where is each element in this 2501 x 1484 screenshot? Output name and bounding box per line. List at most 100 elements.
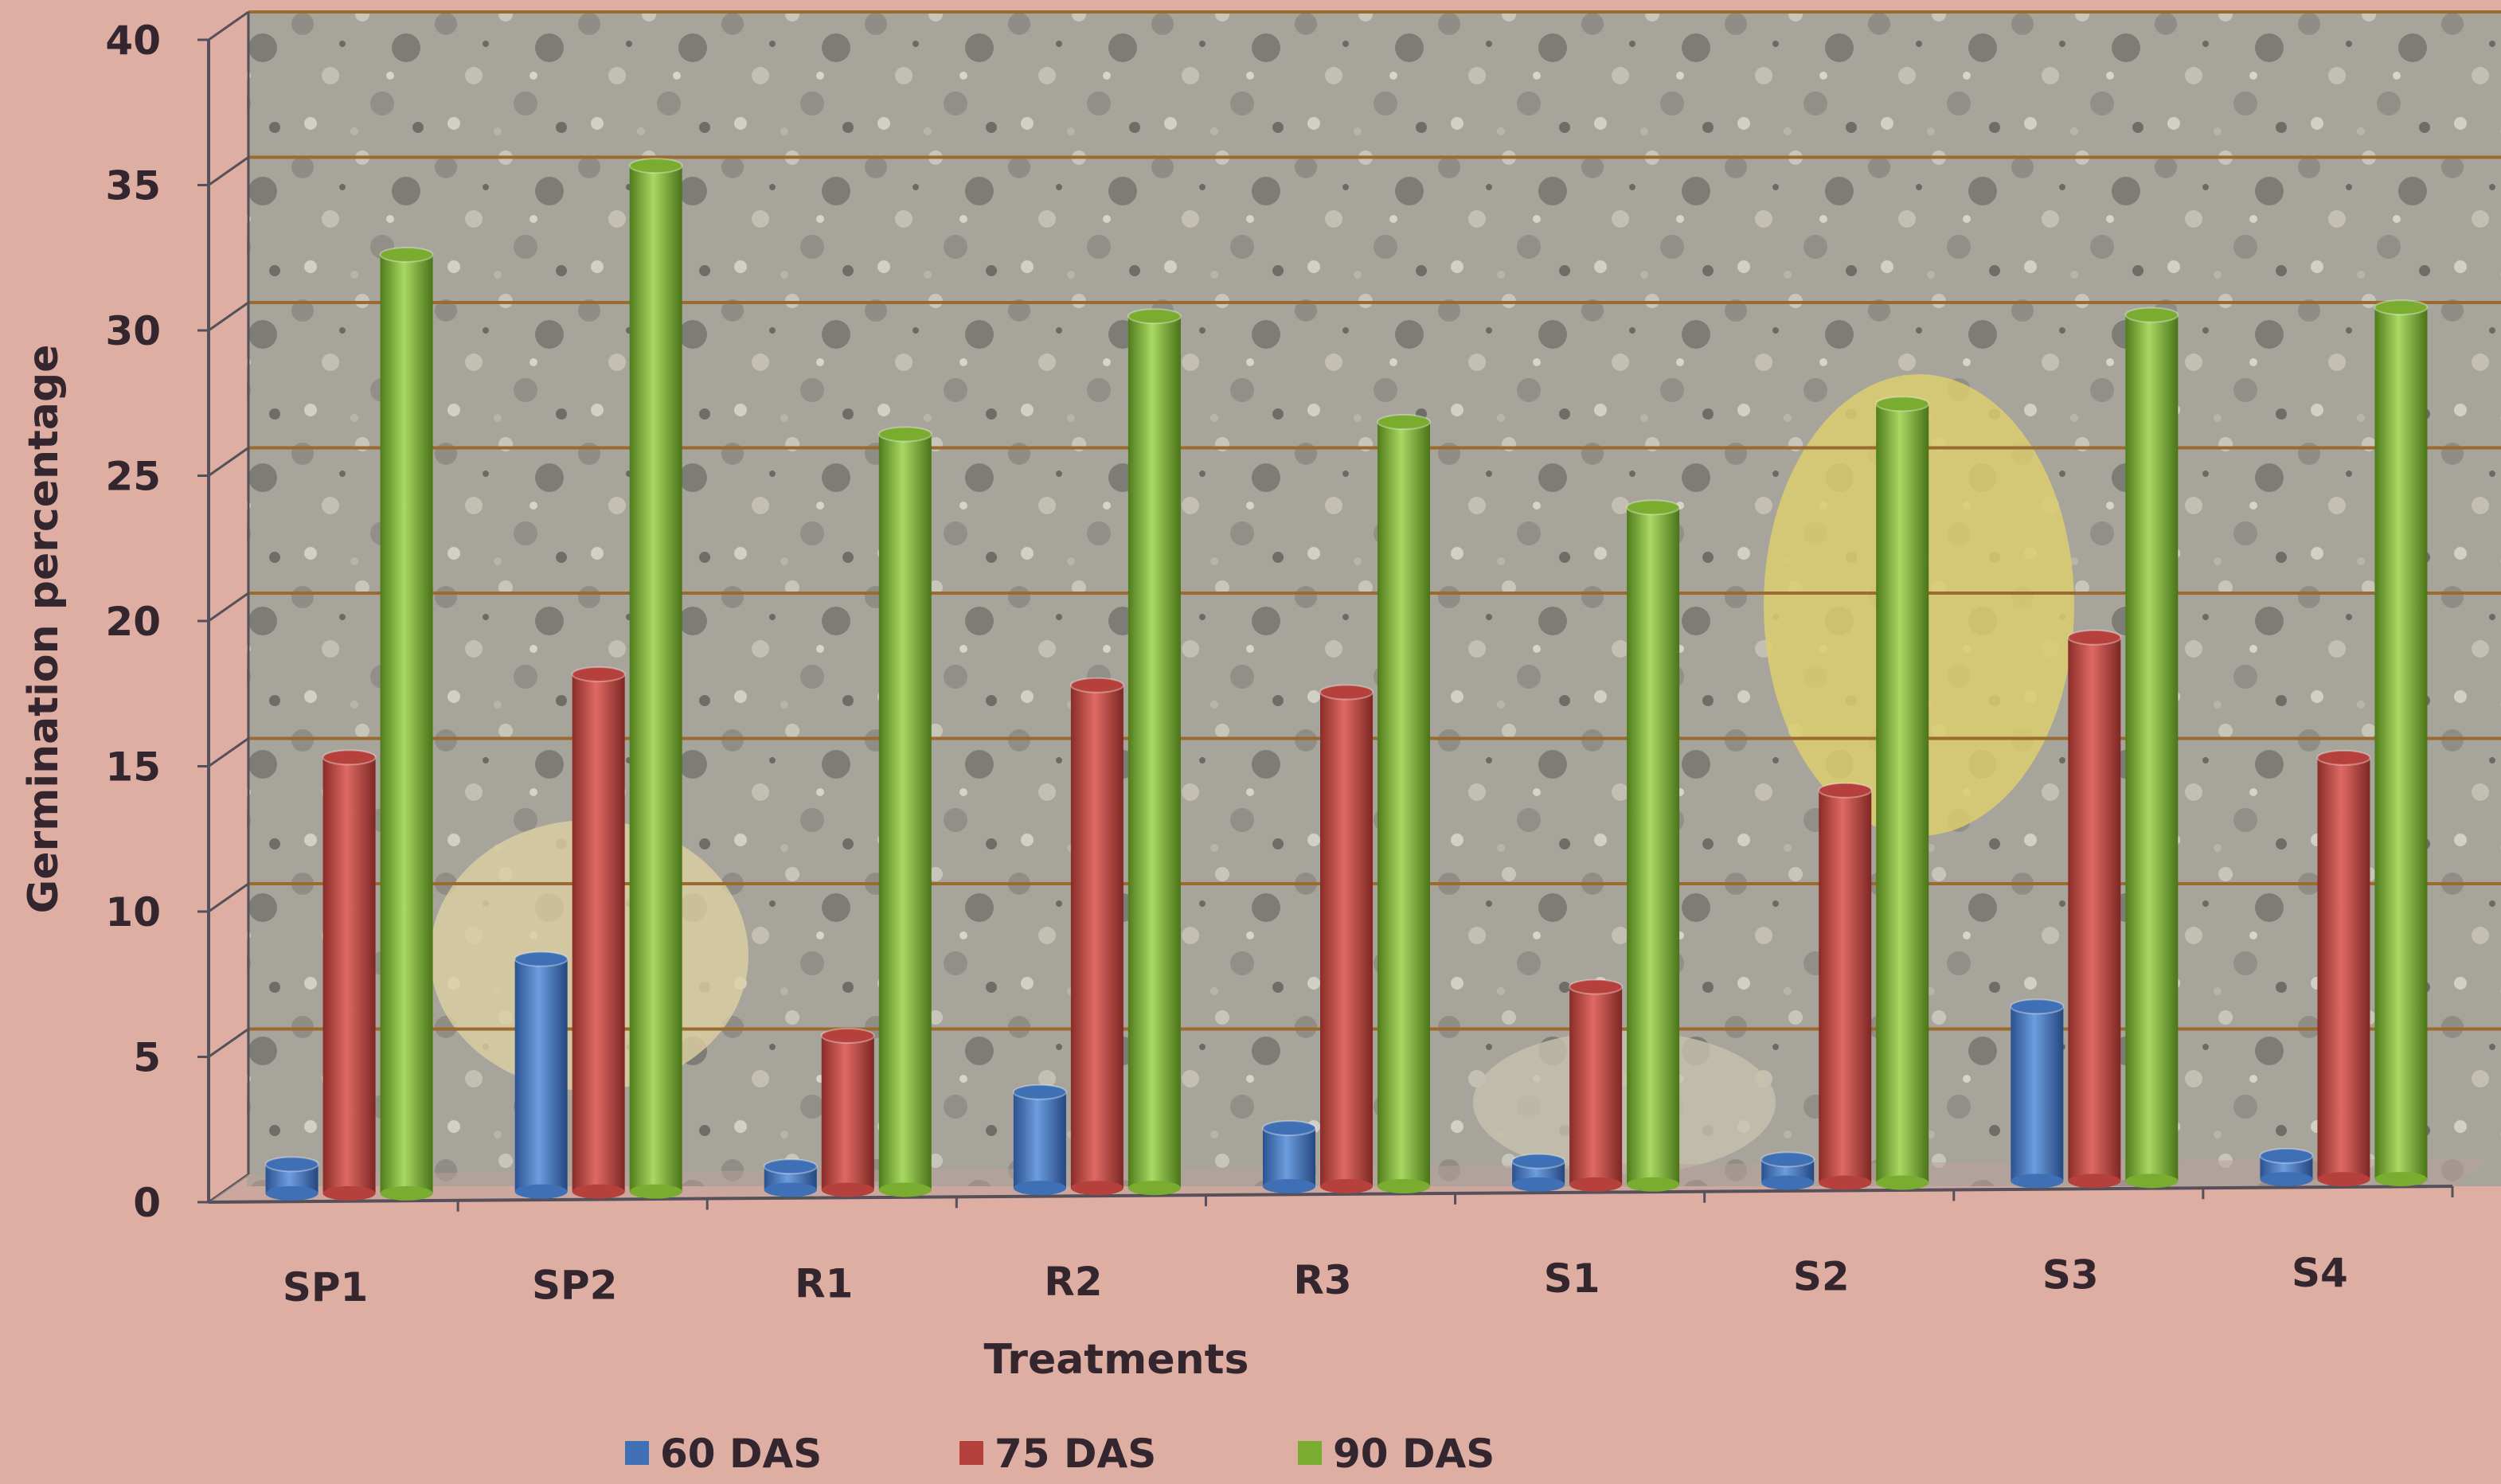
y-tick-label: 10 [105,889,161,935]
bar [1319,684,1374,1193]
bar-body [1378,422,1430,1186]
bar-base [572,1184,625,1199]
x-axis-line [208,1185,2453,1204]
bar-top [2067,629,2122,646]
bar-body [1263,1128,1315,1186]
y-tick-label: 30 [105,308,161,354]
bar-top [763,1158,818,1175]
bar-top [1818,782,1873,799]
bar-top [379,246,434,263]
legend-swatch [625,1441,649,1465]
x-tick-label: S4 [2292,1250,2348,1296]
bar [1127,308,1182,1196]
bar-body [1819,790,1872,1183]
bar-body [2068,637,2121,1181]
bar-base [821,1182,874,1197]
y-axis-title: Germination percentage [20,345,68,914]
bar-body [878,434,932,1190]
bar-body [322,757,376,1193]
bar-base [2374,1172,2428,1187]
bar-base [1627,1177,1680,1192]
bar-base [1013,1181,1066,1196]
bar-base [1761,1175,1815,1190]
bar-top [628,158,683,174]
x-tick-label: SP1 [283,1264,368,1310]
gridline-depth [208,737,249,767]
bar [2067,629,2122,1189]
y-tick-label: 40 [105,18,161,64]
bar-body [1070,685,1123,1189]
bar-top [1262,1120,1316,1136]
y-tick-label: 5 [133,1035,161,1081]
legend-item: 60 DAS [625,1431,822,1477]
bar-base [322,1185,376,1201]
bar-top [1069,677,1124,693]
bar-base [1263,1179,1315,1193]
legend: 60 DAS 75 DAS 90 DAS [625,1431,1495,1477]
bar [877,426,932,1197]
gridline-depth [208,592,249,623]
bar-base [2260,1172,2313,1187]
bar [1626,499,1681,1192]
bar-top [1319,684,1374,701]
bar [2316,749,2371,1187]
legend-swatch [959,1441,983,1465]
bar-top [1127,308,1182,325]
y-tick-label: 35 [105,163,161,209]
background-rock [1473,1031,1776,1174]
bar [322,749,377,1201]
bar-top [2010,998,2065,1015]
bar-top [322,749,377,766]
bar-top [1511,1153,1566,1170]
gridline-depth [208,156,249,186]
bar-top [877,426,932,443]
bar-body [2317,757,2370,1180]
bar-base [265,1185,318,1201]
bar [1069,677,1124,1196]
bar-top [1377,414,1431,431]
y-tick-label: 25 [105,454,161,500]
x-tick-label: R3 [1293,1257,1351,1303]
y-tick-label: 15 [105,744,161,791]
bar-body [2125,314,2179,1181]
bar-layer [264,158,2429,1201]
bar [628,158,683,1199]
legend-label: 90 DAS [1333,1431,1495,1477]
bar [1818,782,1873,1190]
bar-body [1627,507,1680,1185]
gridline-depth [208,882,249,913]
bar-top [1760,1151,1815,1168]
bar [1377,414,1431,1193]
bar-body [821,1035,874,1190]
bar-base [2068,1174,2121,1189]
legend-item: 75 DAS [959,1431,1156,1477]
gridline-depth [208,1028,249,1058]
gridline-depth [208,10,249,41]
bar [2010,998,2065,1189]
bar [1760,1151,1815,1190]
bar-top [2259,1147,2314,1164]
bar [2124,307,2179,1189]
bar-base [2011,1174,2064,1189]
bar-top [820,1027,875,1044]
legend-swatch [1298,1441,1322,1465]
bar [1569,978,1624,1192]
bar [1012,1084,1067,1196]
bar-base [1378,1179,1430,1193]
legend-label: 75 DAS [995,1431,1156,1477]
bar-base [2317,1172,2370,1187]
bar-top [264,1156,319,1173]
x-axis-title: Treatments [984,1336,1249,1384]
bar-body [514,959,568,1192]
bar-base [514,1184,568,1199]
bar-base [1876,1175,1929,1190]
bar-base [1819,1175,1872,1190]
bar [264,1156,319,1201]
bar-body [629,166,682,1192]
bar [820,1027,875,1197]
legend-label: 60 DAS [660,1431,822,1477]
bar-body [1013,1092,1066,1189]
bar-base [764,1182,817,1197]
bar-body [1876,404,1929,1183]
